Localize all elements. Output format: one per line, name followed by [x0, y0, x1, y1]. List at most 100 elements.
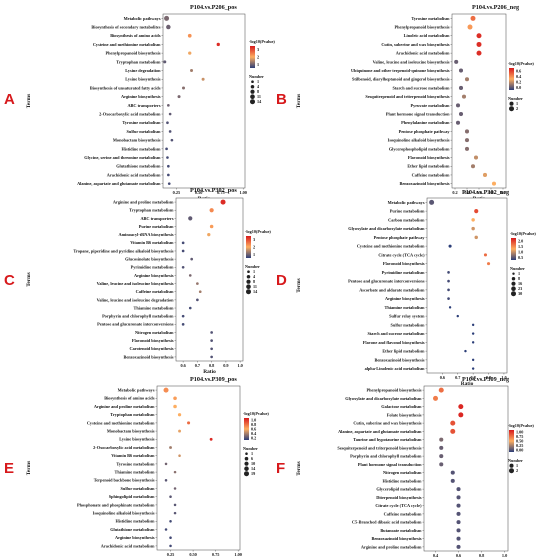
color-legend-tick: 1.0 — [518, 249, 523, 254]
data-point — [450, 420, 456, 426]
data-point — [196, 282, 199, 285]
term-label: Monobactam biosynthesis — [113, 138, 161, 143]
data-point — [168, 112, 172, 116]
term-label: Folate biosynthesis — [387, 412, 422, 417]
data-point — [187, 421, 191, 425]
term-label: Arginine and proline metabolism — [113, 199, 174, 204]
term-label: Benzoxazinoid biosynthesis — [371, 536, 421, 541]
x-tick-label: 0.8 — [470, 375, 475, 380]
term-label: Histidine metabolism — [115, 519, 154, 524]
data-point — [216, 42, 220, 47]
term-label: Phenylpropanoid biosynthesis — [106, 51, 161, 56]
data-point — [166, 121, 169, 125]
color-legend-tick: 3 — [253, 237, 255, 242]
data-point — [177, 95, 181, 99]
data-point — [456, 528, 461, 533]
x-tick-label: 0.6 — [456, 553, 462, 557]
plot-area — [423, 385, 509, 552]
term-label: Arginine biosynthesis — [134, 273, 174, 278]
term-label: Linoleic acid metabolism — [404, 33, 450, 38]
term-label: Porphyrin and chlorophyll metabolism — [102, 314, 174, 319]
panel-c: C P104.vs.P302_pos Arginine and proline me… — [4, 187, 271, 375]
size-legend-dot — [250, 84, 255, 89]
size-legend-label: 1 — [518, 271, 520, 276]
panel-title: P104.vs.P309_neg — [462, 376, 510, 383]
term-label: C5-Branched dibasic acid metabolism — [352, 520, 422, 525]
term-label: Nitrogen metabolism — [383, 470, 422, 475]
color-legend-title: -log10(Pvalue) — [508, 423, 534, 428]
term-label: Glutathione metabolism — [116, 164, 161, 169]
data-point — [464, 77, 470, 82]
data-point — [456, 495, 461, 500]
term-label: Monobactam biosynthesis — [107, 429, 155, 434]
term-label: Thiamine metabolism — [115, 470, 155, 475]
term-label: Metabolic pathways — [118, 388, 155, 393]
size-legend-label: 1 — [257, 79, 259, 84]
term-label: Galactose metabolism — [381, 404, 422, 409]
term-label: Pentose and glucuronate interconversions — [348, 279, 425, 284]
data-point — [471, 341, 475, 344]
term-label: Purine metabolism — [139, 224, 174, 229]
size-legend-title: Number — [245, 264, 260, 269]
term-label: ABC transporters — [127, 103, 160, 108]
data-point — [455, 103, 461, 108]
term-label: Benzoxazinoid biosynthesis — [374, 357, 424, 362]
term-label: Glyoxylate and dicarboxylate metabolism — [345, 396, 422, 401]
x-tick-label: 0.8 — [488, 190, 493, 195]
data-point — [447, 279, 450, 283]
data-point — [168, 130, 172, 133]
y-axis-label: Terms — [26, 272, 32, 286]
data-point — [456, 536, 461, 541]
data-point — [167, 104, 170, 107]
x-tick-label: 1.0 — [502, 553, 507, 557]
data-point — [467, 24, 473, 30]
term-label: Caffeine metabolism — [384, 511, 422, 516]
term-label: Arachidonic acid metabolism — [107, 172, 161, 177]
term-label: Glycerophospholipid metabolism — [389, 146, 450, 151]
color-bar — [244, 418, 249, 440]
y-axis-label: Terms — [296, 94, 302, 108]
term-label: Plant hormone signal transduction — [386, 111, 450, 116]
data-point — [187, 33, 192, 38]
term-label: Pentose phosphate pathway — [399, 129, 451, 134]
size-legend-label: 4 — [257, 84, 260, 89]
term-label: Valine, leucine and isoleucine biosynthe… — [373, 59, 450, 64]
size-legend-label: 11 — [257, 94, 261, 99]
x-tick-label: 0.4 — [464, 190, 470, 195]
color-bar — [511, 238, 516, 260]
size-legend-label: 2 — [516, 106, 518, 111]
term-label: Cysteine and methionine metabolism — [357, 244, 425, 249]
data-point — [471, 226, 475, 231]
data-point — [181, 86, 186, 90]
term-label: Tyrosine metabolism — [411, 16, 450, 21]
term-label: Cysteine and methionine metabolism — [87, 420, 155, 425]
plot-area — [451, 13, 507, 189]
data-point — [181, 249, 185, 253]
color-legend-tick: 0.8 — [251, 422, 256, 427]
color-legend-tick: 1 — [253, 252, 255, 257]
size-legend-title: Number — [508, 96, 523, 101]
data-point — [164, 462, 168, 466]
color-bar — [250, 46, 255, 68]
term-label: Glycine, serine and threonine metabolism — [84, 155, 161, 160]
color-legend-tick: 0.0 — [516, 85, 521, 90]
panel-d: D P104.vs.P302_neg Metabolic pathways Purin… — [276, 189, 536, 387]
x-tick-label: 0.7 — [455, 375, 461, 380]
data-point — [173, 404, 177, 409]
size-legend-dot — [509, 463, 514, 468]
data-point — [447, 297, 450, 300]
term-label: Starch and sucrose metabolism — [392, 85, 449, 90]
data-point — [458, 412, 464, 418]
x-tick-label: 0.6 — [180, 363, 186, 368]
term-label: Glycerolipid metabolism — [376, 487, 422, 492]
size-legend-title: Number — [243, 446, 258, 451]
data-point — [188, 274, 192, 277]
term-label: Arachidonic acid metabolism — [396, 51, 450, 56]
data-point — [173, 503, 177, 507]
x-tick-label: 0.2 — [452, 190, 457, 195]
term-label: Terpenoid backbone biosynthesis — [94, 478, 155, 483]
data-point — [181, 241, 185, 245]
color-legend-tick: 0.4 — [516, 74, 522, 79]
data-point — [181, 265, 185, 269]
data-point — [471, 323, 475, 327]
